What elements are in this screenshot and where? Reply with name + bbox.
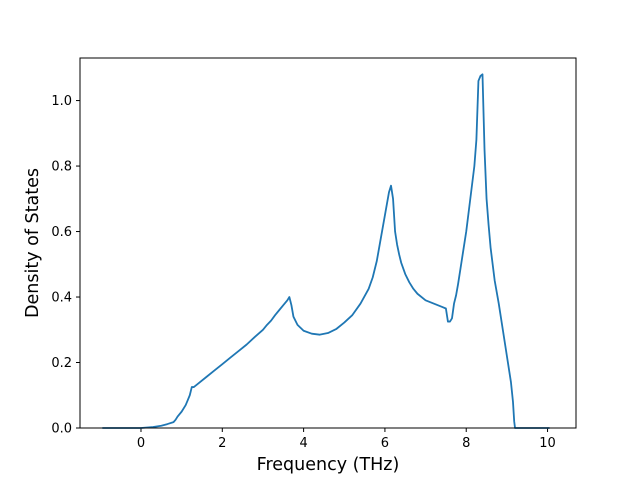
y-axis-label: Density of States (23, 168, 43, 318)
y-tick-label: 0.6 (51, 225, 72, 240)
x-tick-label: 4 (299, 436, 307, 451)
axis-ticks: 0 2 4 6 8 10 0.0 0.2 0.4 0.6 0.8 1.0 (51, 94, 556, 451)
x-axis-label: Frequency (THz) (257, 455, 400, 475)
y-tick-label: 1.0 (51, 94, 72, 109)
x-tick-label: 8 (462, 436, 470, 451)
y-tick-label: 0.0 (51, 422, 72, 437)
dos-series-line (102, 73, 550, 429)
x-tick-label: 0 (137, 436, 145, 451)
x-tick-label: 6 (381, 436, 389, 451)
x-tick-label: 10 (539, 436, 556, 451)
y-tick-label: 0.8 (51, 160, 72, 175)
plot-frame (79, 57, 577, 429)
y-tick-label: 0.4 (51, 291, 72, 306)
y-tick-label: 0.2 (51, 356, 72, 371)
x-tick-label: 2 (218, 436, 226, 451)
